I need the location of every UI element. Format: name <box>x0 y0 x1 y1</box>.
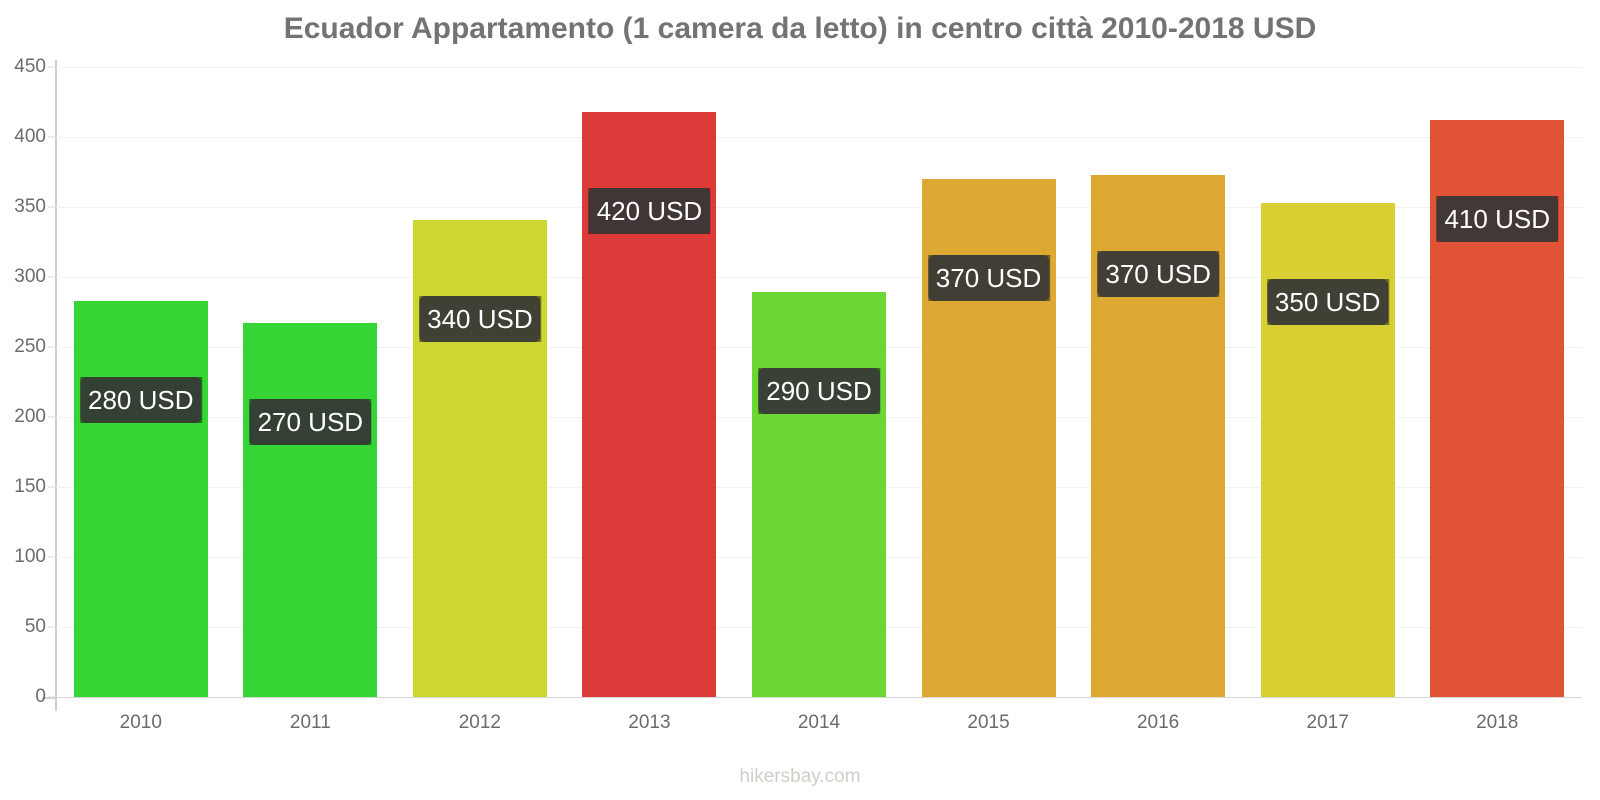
bar-value-text: 350 USD <box>1274 286 1381 317</box>
bar-value-label-2011: 270 USD <box>249 399 372 446</box>
footer-source: hikersbay.com <box>739 766 861 787</box>
bar-value-label-2017: 350 USD <box>1266 278 1389 325</box>
bar-value-label-overlay <box>927 255 1050 301</box>
bar-value-label-2018: 410 USD <box>1436 196 1559 243</box>
bar-2012[interactable] <box>412 219 547 697</box>
bar-2014[interactable] <box>752 292 886 697</box>
y-axis-tick-label: 200 <box>14 406 46 427</box>
bar-value-label-2010: 280 USD <box>80 376 203 423</box>
bar-value-text: 270 USD <box>257 407 364 438</box>
bar-value-text: 410 USD <box>1444 204 1550 235</box>
x-axis-tick-label-2010: 2010 <box>119 712 162 733</box>
bar-value-label-2014: 290 USD <box>758 368 881 415</box>
bar-value-label-2016: 370 USD <box>1097 250 1220 297</box>
bar-value-label-overlay <box>588 187 711 234</box>
y-axis-tick-label: 250 <box>14 336 46 357</box>
y-axis-tick-label: 450 <box>14 56 46 77</box>
y-axis-tick-label: 0 <box>35 686 46 707</box>
bar-value-label-overlay <box>419 295 542 342</box>
x-axis-tick-label-2017: 2017 <box>1306 712 1349 733</box>
x-axis-tick-label-2018: 2018 <box>1476 712 1519 733</box>
bar-value-text: 420 USD <box>596 195 703 226</box>
page-title: Ecuador Appartamento (1 camera da letto)… <box>283 12 1317 45</box>
bar-value-label-overlay <box>758 368 881 415</box>
x-axis-tick-label-2011: 2011 <box>289 712 331 733</box>
bar-2017[interactable] <box>1260 202 1395 697</box>
x-axis-tick-label-2016: 2016 <box>1136 712 1180 733</box>
y-axis-tick-label: 350 <box>14 196 46 217</box>
bar-value-text: 290 USD <box>766 376 872 407</box>
bar-value-text: 340 USD <box>427 303 533 334</box>
bar-value-text: 370 USD <box>1105 258 1211 289</box>
x-axis-tick-label-2014: 2014 <box>797 712 841 733</box>
gridline <box>56 277 1582 278</box>
gridline <box>56 67 1582 68</box>
gridline <box>56 697 1582 698</box>
y-axis-tick-label: 400 <box>14 126 46 147</box>
bar-value-text: 280 USD <box>88 384 194 415</box>
bar-value-label-overlay <box>1436 196 1559 243</box>
y-axis-tick-label: 150 <box>14 476 46 497</box>
bar-value-label-2012: 340 USD <box>419 295 542 342</box>
bar-value-label-2013: 420 USD <box>588 187 711 234</box>
bar-value-label-overlay <box>1266 278 1389 325</box>
gridline <box>56 137 1582 138</box>
x-axis-tick-label-2015: 2015 <box>967 712 1010 733</box>
bar-value-label-overlay <box>80 376 203 423</box>
gridline <box>56 207 1582 208</box>
y-axis-tick-label: 100 <box>14 546 46 567</box>
x-axis-tick-label-2013: 2013 <box>628 712 671 733</box>
y-axis-tick-label: 50 <box>24 616 46 637</box>
bar-2011[interactable] <box>243 323 378 697</box>
x-axis-tick-label-2012: 2012 <box>458 712 502 733</box>
y-axis-tick-label: 300 <box>14 266 46 287</box>
x-axis-origin-tick <box>42 697 56 699</box>
bar-value-label-overlay <box>249 399 372 446</box>
bar-value-text: 370 USD <box>935 263 1042 293</box>
bar-value-label-2015: 370 USD <box>927 255 1050 301</box>
bar-2010[interactable] <box>73 300 208 697</box>
bar-value-label-overlay <box>1097 250 1220 297</box>
y-axis-line <box>55 60 57 711</box>
